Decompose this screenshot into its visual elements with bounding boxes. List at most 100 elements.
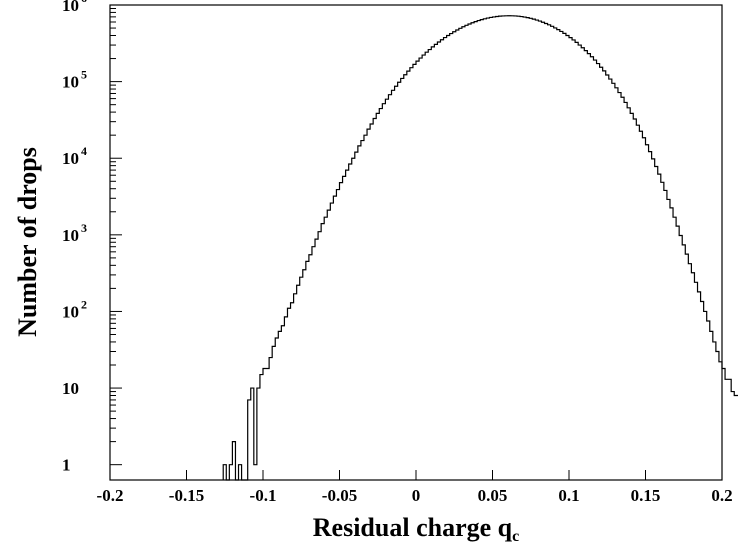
histogram-bin	[382, 104, 385, 480]
histogram-bin	[447, 35, 450, 480]
histogram-bin	[395, 86, 398, 480]
histogram-bin	[673, 217, 676, 480]
x-tick-label: -0.05	[322, 486, 357, 505]
histogram-bin	[416, 61, 419, 480]
histogram-bin	[471, 23, 474, 480]
histogram-bin	[419, 58, 422, 480]
histogram-bin	[529, 18, 532, 480]
histogram-bin	[590, 57, 593, 480]
histogram-bin	[694, 282, 697, 480]
histogram-bin	[312, 247, 315, 480]
histogram-bin	[287, 308, 290, 480]
x-axis-ticks: -0.2 -0.15 -0.1 -0.05 0 0.05 0.1 0.15 0.2	[97, 470, 733, 505]
histogram-bin	[566, 35, 569, 480]
histogram-bin	[646, 145, 649, 480]
histogram-bin	[431, 47, 434, 480]
histogram-bin	[679, 236, 682, 480]
histogram-bin	[318, 232, 321, 480]
histogram-bin	[453, 32, 456, 480]
histogram-bin	[548, 25, 551, 480]
histogram-bin	[612, 83, 615, 480]
histogram-bin	[413, 64, 416, 480]
plot-frame	[109, 4, 723, 481]
histogram-bin	[517, 16, 520, 480]
histogram-bin	[373, 119, 376, 480]
histogram-bin	[606, 75, 609, 480]
histogram-bin	[701, 301, 704, 480]
histogram-bin	[281, 326, 284, 480]
histogram-bin	[520, 17, 523, 480]
histogram-bin	[557, 30, 560, 480]
histogram-bin	[269, 358, 272, 480]
histogram-bin	[465, 25, 468, 480]
histogram-bin	[300, 277, 303, 480]
histogram-bin	[294, 294, 297, 480]
histogram-bin	[496, 16, 499, 480]
histogram-bin	[710, 331, 713, 480]
histogram-bin	[523, 17, 526, 480]
histogram-bin	[422, 55, 425, 480]
histogram-bin	[291, 303, 294, 480]
histogram-bin	[621, 97, 624, 480]
histogram-bin	[600, 67, 603, 480]
histogram-bin	[321, 224, 324, 480]
histogram-bin	[477, 21, 480, 480]
histogram-bin	[532, 19, 535, 480]
x-tick-label: 0.2	[711, 486, 732, 505]
histogram-bin	[309, 255, 312, 480]
x-tick-label: 0.1	[558, 486, 579, 505]
histogram-bin	[456, 30, 459, 480]
histogram-bin	[609, 79, 612, 480]
y-tick-label: 10 2	[62, 297, 87, 321]
histogram-bin	[685, 254, 688, 480]
y-axis-ticks: 1 10 102 103 104 105 106	[62, 0, 122, 475]
histogram-bin	[554, 28, 557, 480]
histogram-bin	[505, 16, 508, 480]
histogram-bin	[407, 71, 410, 480]
histogram-bin	[584, 51, 587, 480]
y-tick-label: 10 4	[62, 144, 87, 168]
histogram-bin	[398, 82, 401, 480]
histogram-bin	[260, 375, 263, 480]
y-tick-label: 10 3	[62, 221, 87, 245]
histogram-bin	[462, 27, 465, 480]
histogram-bin	[508, 16, 511, 480]
histogram-bin	[493, 17, 496, 480]
histogram-bin	[306, 261, 309, 480]
y-axis-title: Number of drops	[13, 147, 42, 337]
histogram-bin	[569, 38, 572, 480]
histogram-bin	[698, 292, 701, 480]
histogram-bin	[474, 22, 477, 480]
histogram-bin	[367, 129, 370, 480]
histogram-bin	[514, 16, 517, 480]
histogram-bin	[624, 102, 627, 480]
histogram-bin	[713, 342, 716, 480]
x-tick-label: 0.15	[631, 486, 661, 505]
histogram-bin	[315, 239, 318, 480]
histogram-bin	[349, 164, 352, 480]
histogram-bin	[603, 71, 606, 480]
histogram-bin	[575, 42, 578, 480]
histogram-bin	[303, 270, 306, 480]
histogram-bin	[343, 176, 346, 480]
histogram-bin	[535, 20, 538, 480]
histogram-bin	[581, 48, 584, 480]
histogram-bin	[587, 54, 590, 480]
histogram-bin	[254, 465, 257, 480]
histogram-bin	[670, 208, 673, 480]
histogram-bins	[223, 16, 738, 480]
histogram-bin	[572, 40, 575, 480]
histogram-bin	[691, 273, 694, 480]
histogram-bin	[667, 199, 670, 480]
histogram-bin	[627, 108, 630, 480]
histogram-bin	[655, 166, 658, 480]
x-axis-title: Residual charge qc	[313, 513, 519, 545]
histogram-bin	[618, 93, 621, 480]
histogram-bin	[324, 217, 327, 480]
histogram-bin	[661, 182, 664, 480]
x-tick-label: -0.15	[169, 486, 204, 505]
x-tick-label: -0.1	[250, 486, 277, 505]
histogram-bin	[483, 19, 486, 480]
histogram-bin	[278, 331, 281, 480]
histogram-bin	[731, 392, 734, 480]
